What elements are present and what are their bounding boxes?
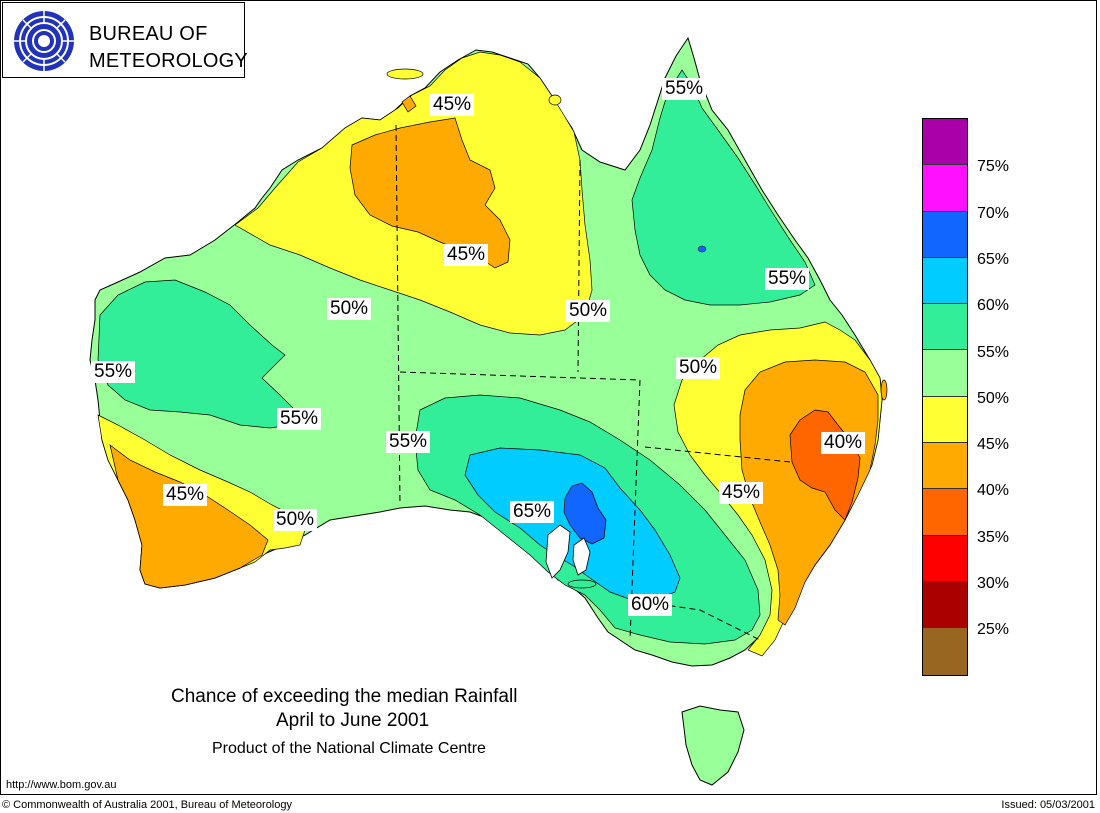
- legend-swatch: [923, 443, 967, 490]
- legend-swatch: [923, 119, 967, 166]
- logo-line2: METEOROLOGY: [89, 50, 248, 72]
- legend-swatch: [923, 350, 967, 397]
- legend-swatch: [923, 581, 967, 629]
- contour-label: 50%: [273, 509, 318, 531]
- fraser-island: [880, 379, 888, 401]
- groote-island: [548, 94, 562, 106]
- contour-label: 55%: [386, 431, 431, 453]
- legend-label: 75%: [977, 158, 1010, 175]
- logo-text: BUREAU OF METEOROLOGY: [89, 21, 248, 75]
- contour-label: 45%: [719, 482, 764, 504]
- contour-label: 45%: [163, 484, 208, 506]
- map-period: April to June 2001: [276, 710, 430, 731]
- legend-label: 60%: [977, 297, 1010, 314]
- contour-label: 60%: [628, 594, 673, 616]
- legend-swatch: [923, 489, 967, 536]
- melville-island: [386, 68, 424, 80]
- contour-label: 50%: [676, 357, 721, 379]
- contour-label: 50%: [327, 298, 372, 320]
- legend-swatch: [923, 535, 967, 582]
- legend-swatch: [923, 304, 967, 351]
- qld-inner-blob: [697, 245, 707, 253]
- logo-box: BUREAU OF METEOROLOGY: [2, 2, 248, 78]
- legend-swatch: [923, 165, 967, 212]
- contour-label: 55%: [91, 361, 136, 383]
- contour-label: 65%: [510, 501, 555, 523]
- contour-label: 45%: [444, 244, 489, 266]
- map-frame: [0, 0, 1097, 795]
- north-40-region: [349, 117, 511, 269]
- issued-date: Issued: 05/03/2001: [1001, 799, 1095, 811]
- west-55-region: [97, 279, 301, 429]
- contour-label: 55%: [277, 408, 322, 430]
- legend-label: 40%: [977, 482, 1010, 499]
- legend-swatch: [923, 628, 967, 675]
- legend-label: 55%: [977, 344, 1010, 361]
- color-legend: [922, 118, 968, 676]
- legend-swatch: [923, 257, 967, 305]
- contour-label: 50%: [566, 300, 611, 322]
- legend-label: 30%: [977, 575, 1010, 592]
- north-40-fragment: [401, 95, 417, 113]
- legend-label: 35%: [977, 529, 1010, 546]
- state-borders: [395, 124, 791, 641]
- tasmania: [681, 705, 745, 786]
- legend-label: 65%: [977, 251, 1010, 268]
- legend-label: 45%: [977, 436, 1010, 453]
- contour-label: 40%: [821, 432, 866, 454]
- legend-label: 70%: [977, 205, 1010, 222]
- bom-swirl-icon: [14, 11, 74, 71]
- sixty-five-region: [563, 482, 607, 545]
- website-url: http://www.bom.gov.au: [6, 779, 117, 791]
- legend-label: 25%: [977, 621, 1010, 638]
- kangaroo-island: [567, 579, 597, 589]
- contour-label: 55%: [662, 78, 707, 100]
- east-40-region: [739, 359, 879, 626]
- spencer-gulf: [545, 524, 571, 579]
- map-producer: Product of the National Climate Centre: [212, 740, 486, 757]
- gulf-st-vincent: [572, 537, 591, 576]
- legend-swatch: [923, 211, 967, 258]
- legend-swatch: [923, 396, 967, 444]
- map-title: Chance of exceeding the median Rainfall: [171, 686, 518, 707]
- legend-label: 50%: [977, 390, 1010, 407]
- logo-line1: BUREAU OF: [89, 23, 208, 45]
- copyright-notice: © Commonwealth of Australia 2001, Bureau…: [2, 799, 292, 811]
- contour-label: 45%: [430, 94, 475, 116]
- contour-label: 55%: [765, 268, 810, 290]
